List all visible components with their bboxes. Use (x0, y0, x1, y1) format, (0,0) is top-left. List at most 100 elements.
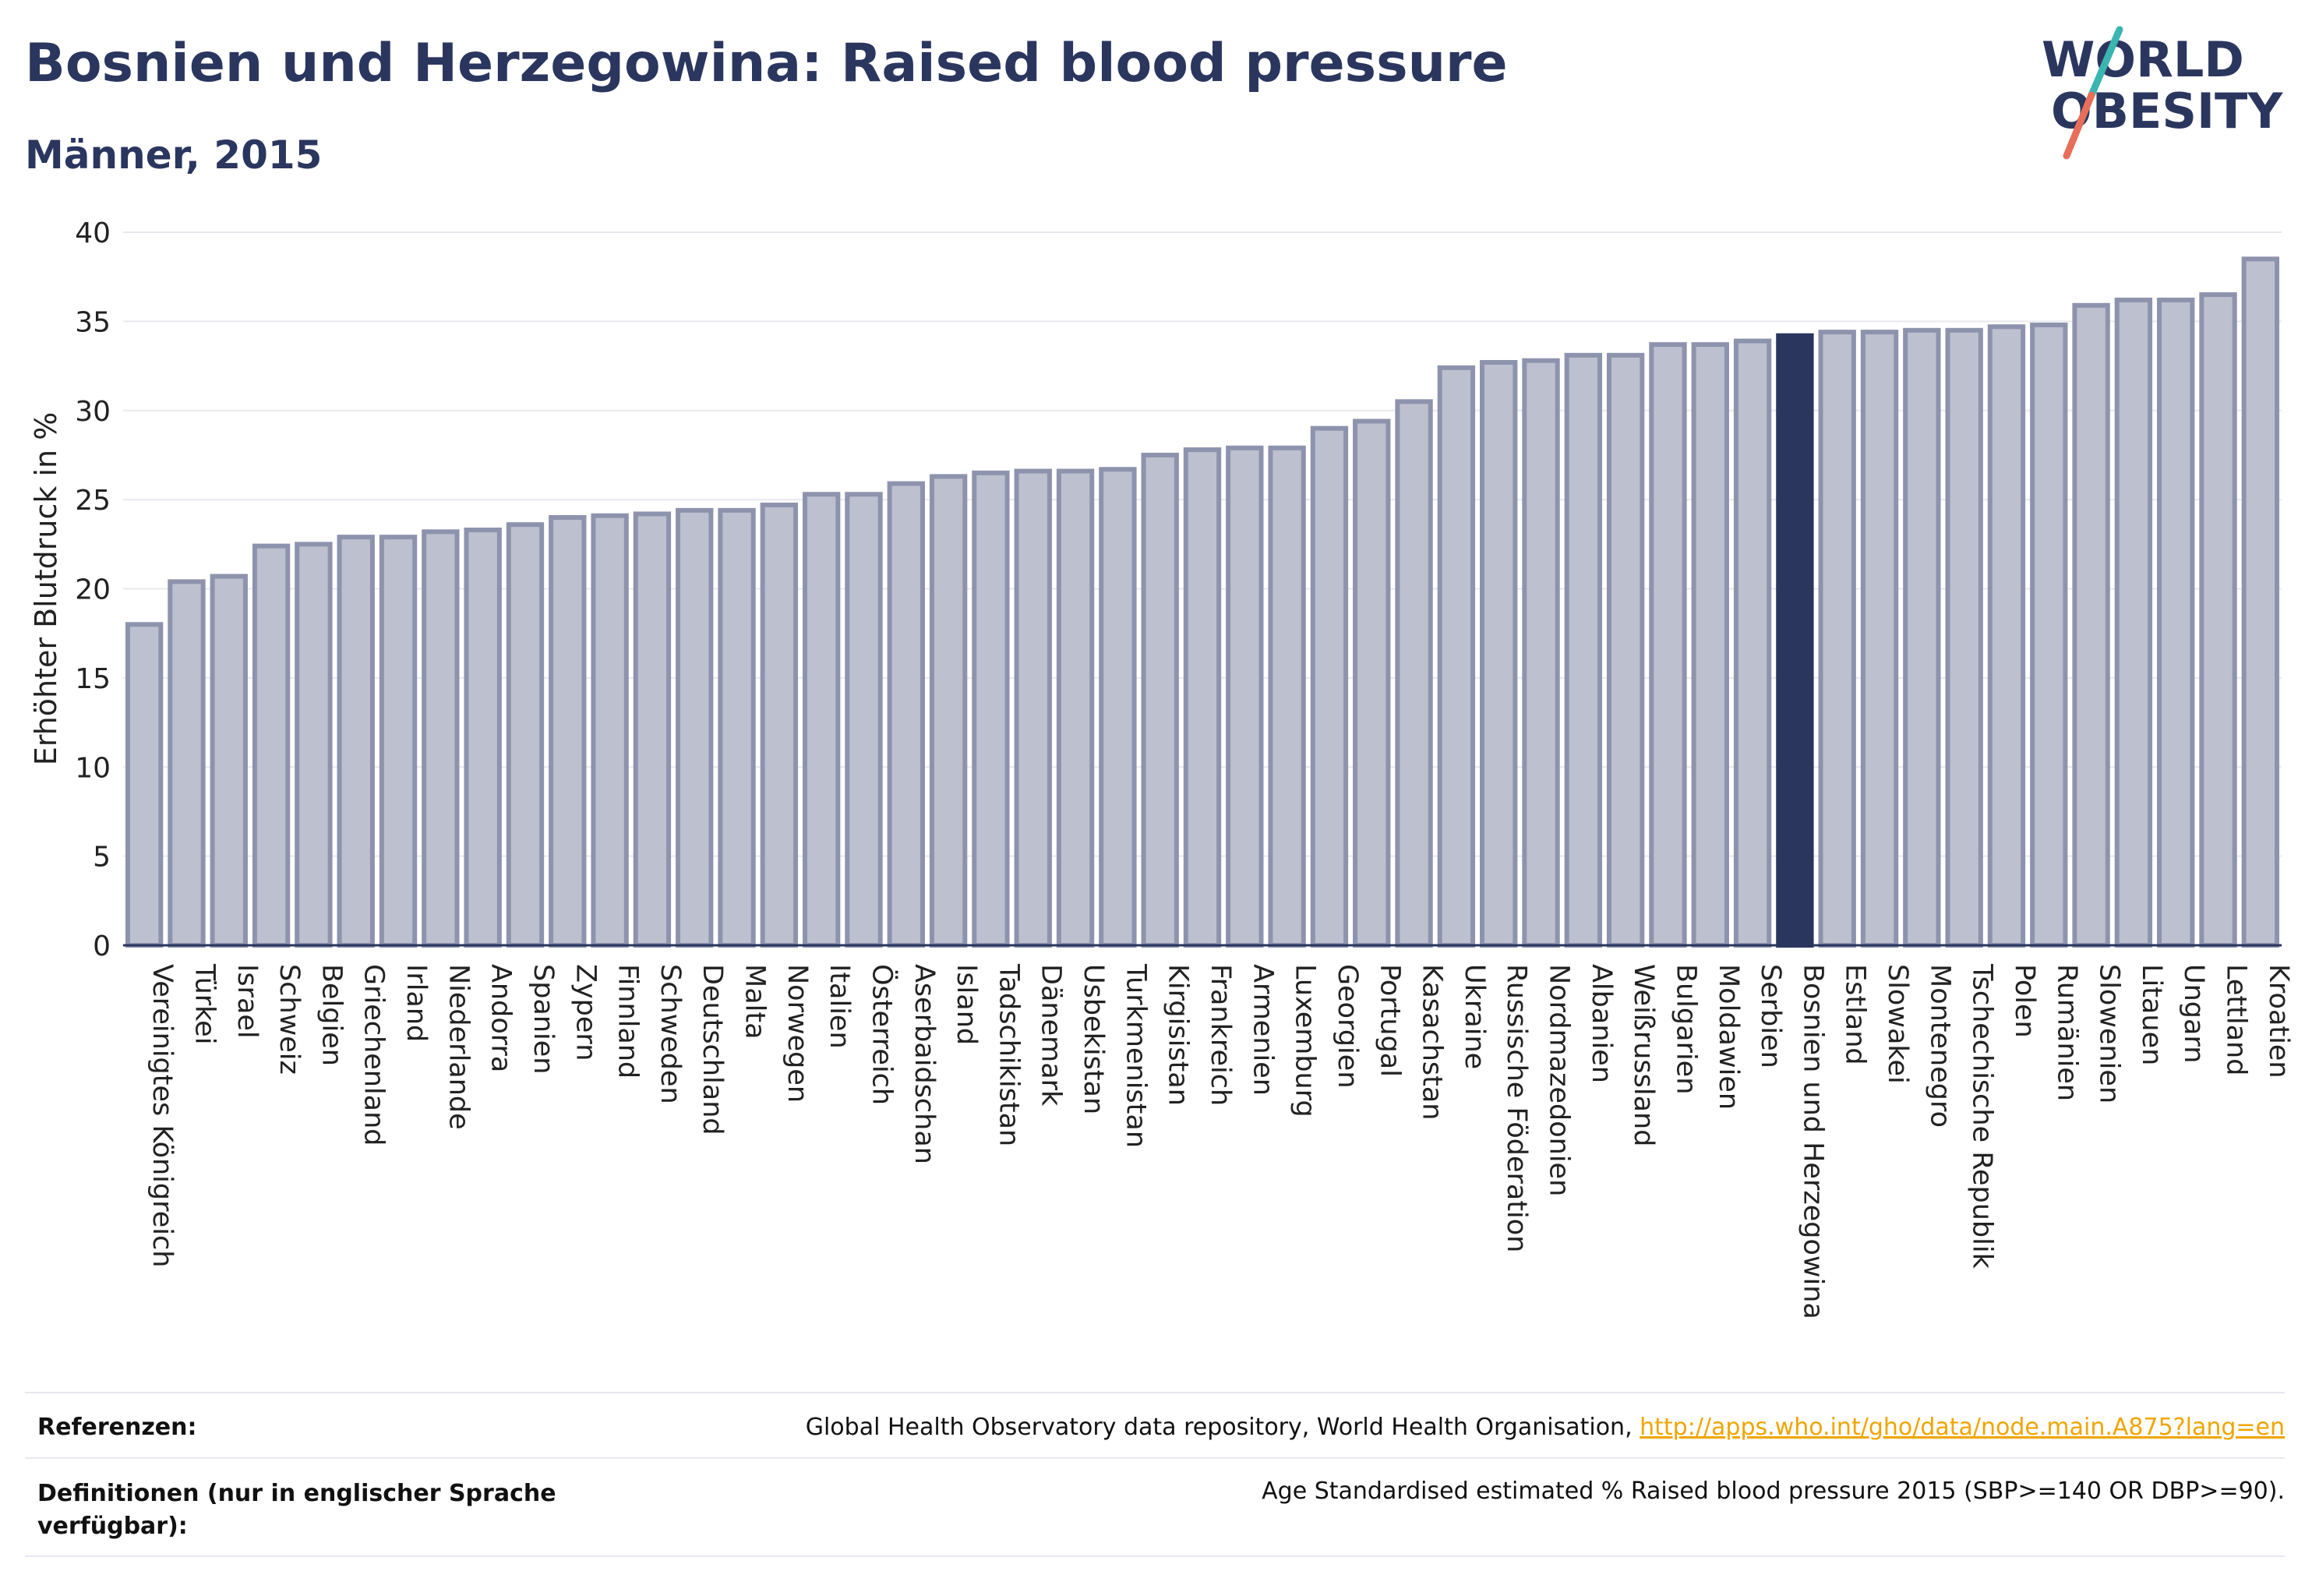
x-tick-label: Ungarn (2178, 964, 2209, 1063)
x-tick-label: Israel (231, 964, 263, 1039)
y-tick-label: 15 (75, 663, 111, 695)
x-tick-label: Norwegen (782, 964, 813, 1103)
bar (1987, 324, 2026, 948)
x-tick-label: Moldawien (1713, 964, 1744, 1110)
y-tick-label: 0 (93, 930, 111, 962)
bar (168, 579, 206, 948)
y-tick-label: 10 (75, 752, 111, 784)
bar (379, 535, 418, 948)
bar-chart: 0 5 10 15 20 25 30 35 40 Vereinigtes Königreich T… (29, 217, 2294, 1319)
bar (125, 622, 164, 948)
x-tick-label: Bulgarien (1670, 964, 1701, 1094)
x-tick-label: Polen (2009, 964, 2040, 1038)
bar (972, 470, 1010, 948)
x-tick-label: Russische Föderation (1501, 964, 1532, 1252)
x-tick-label: Luxemburg (1290, 964, 1321, 1118)
bar (549, 515, 587, 948)
x-tick-label: Kirgisistan (1163, 964, 1194, 1106)
bar (1522, 358, 1560, 948)
footer: Referenzen: Global Health Observatory da… (25, 1392, 2285, 1563)
bar (1733, 338, 1772, 948)
bar (2114, 297, 2153, 948)
x-tick-label: Weißrussland (1628, 964, 1659, 1146)
y-tick-label: 40 (75, 217, 111, 249)
bar (929, 474, 968, 948)
x-tick-label: Albanien (1586, 964, 1617, 1083)
x-tick-label: Island (951, 964, 982, 1045)
x-tick-label: Litauen (2136, 964, 2167, 1065)
x-tick-label: Turkmenistan (1120, 963, 1151, 1148)
bar (2199, 292, 2237, 948)
bar (1268, 445, 1306, 948)
x-tick-label: Slowenien (2094, 964, 2125, 1103)
page-subtitle: Männer, 2015 (25, 132, 323, 178)
bar (2030, 322, 2068, 948)
bar (1649, 342, 1687, 948)
bar (1099, 467, 1137, 948)
bar (1310, 425, 1349, 948)
x-tick-label: Österreich (866, 964, 898, 1105)
logo-slash-teal (2088, 26, 2123, 99)
x-tick-label: Andorra (485, 964, 517, 1072)
page-title: Bosnien und Herzegowina: Raised blood pr… (25, 33, 1508, 94)
x-tick-label: Griechenland (358, 964, 390, 1146)
definitions-row: Definitionen (nur in englischer Sprache … (25, 1457, 2285, 1557)
y-tick-label: 35 (75, 306, 111, 338)
x-tick-label: Schweden (655, 964, 686, 1104)
bar (1056, 468, 1095, 948)
bar (295, 542, 333, 948)
logo-text-world: WORLD (2042, 31, 2244, 88)
references-value: Global Health Observatory data repositor… (806, 1414, 2285, 1441)
references-label: Referenzen: (37, 1414, 197, 1441)
x-tick-label: Georgien (1332, 964, 1363, 1089)
bar (1353, 418, 1391, 948)
x-tick-label: Belgien (316, 964, 347, 1066)
y-tick-label: 20 (75, 574, 111, 606)
bar (1183, 447, 1222, 948)
x-tick-label: Vereinigtes Königreich (146, 964, 178, 1267)
x-tick-label: Lettland (2221, 964, 2252, 1075)
bar (760, 502, 799, 948)
bar (1014, 468, 1052, 948)
x-tick-label: Armenien (1247, 964, 1278, 1096)
world-obesity-logo: WORLD OBESITY (2042, 26, 2283, 160)
bar (1606, 352, 1645, 948)
definitions-value: Age Standardised estimated % Raised bloo… (1262, 1478, 2285, 1505)
y-tick-labels: 0 5 10 15 20 25 30 35 40 (75, 217, 111, 962)
logo-slash-coral (2063, 91, 2095, 160)
bar (1860, 330, 1899, 948)
bar (1564, 352, 1603, 948)
x-tick-label: Finnland (612, 964, 644, 1079)
bar (845, 492, 883, 948)
x-tick-label: Tadschikistan (993, 963, 1024, 1146)
y-axis-label: Erhöhter Blutdruck in % (29, 412, 63, 766)
bar (887, 481, 925, 948)
bar (1480, 359, 1518, 948)
bar (1437, 365, 1476, 948)
bar (718, 507, 756, 948)
x-tick-label: Rumänien (2051, 964, 2082, 1101)
references-link[interactable]: http://apps.who.int/gho/data/node.main.A… (1640, 1414, 2285, 1441)
x-tick-label: Estland (1840, 964, 1871, 1065)
bar (422, 529, 460, 948)
bar (2241, 256, 2280, 948)
bar (676, 507, 714, 948)
x-tick-label: Kroatien (2263, 964, 2294, 1079)
bar (1818, 330, 1856, 948)
bar (591, 513, 629, 948)
y-tick-label: 30 (75, 396, 111, 428)
x-tick-label: Serbien (1755, 964, 1786, 1068)
x-tick-label: Tschechische Republik (1967, 963, 1998, 1269)
bar (1945, 327, 1983, 948)
x-tick-label: Spanien (528, 964, 559, 1075)
x-tick-label: Italien (824, 964, 855, 1049)
bar (252, 543, 291, 948)
bar (1226, 445, 1264, 948)
bar (210, 574, 248, 948)
bar (802, 492, 841, 948)
x-tick-label: Dänemark (1036, 964, 1067, 1107)
x-tick-label: Irland (401, 964, 432, 1042)
x-tick-label: Malta (740, 964, 771, 1040)
y-tick-label: 25 (75, 485, 111, 517)
x-tick-label: Portugal (1374, 964, 1405, 1077)
